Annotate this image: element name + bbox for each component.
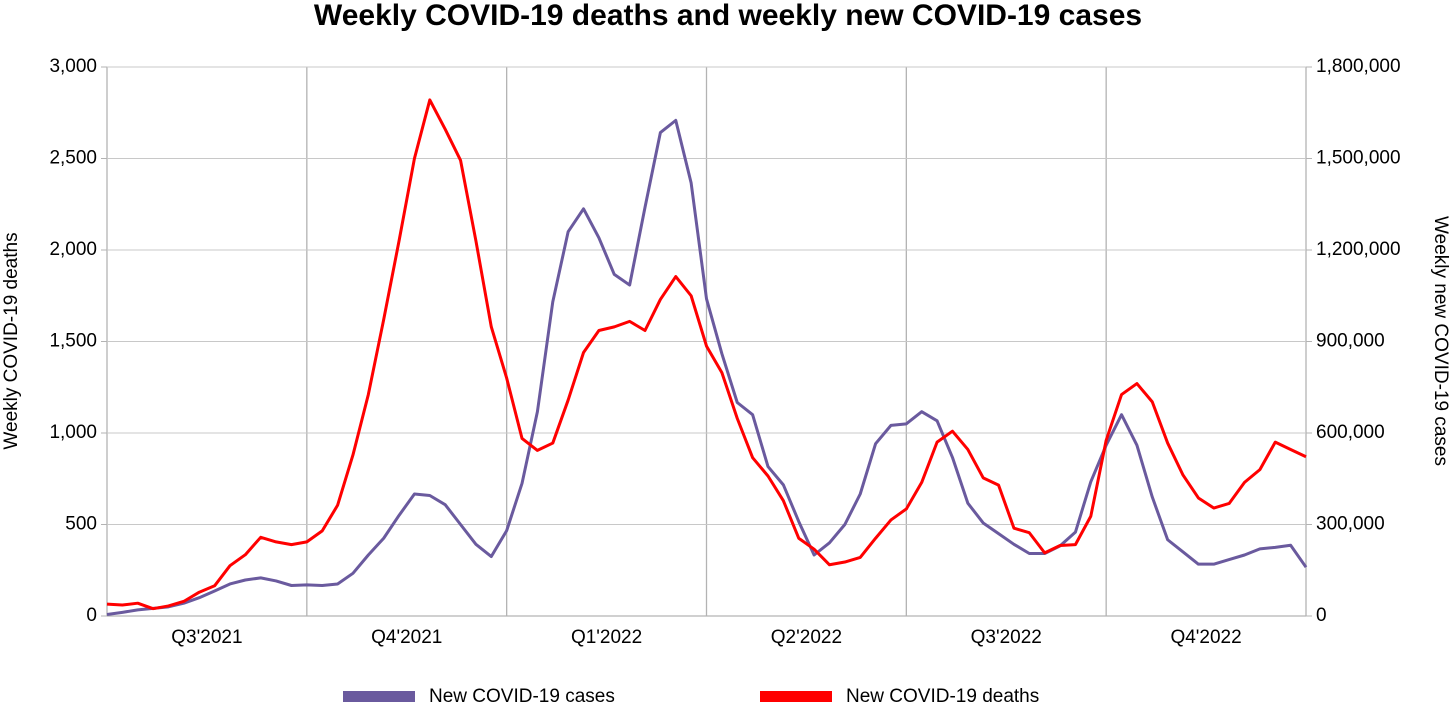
y2-tick-label: 1,800,000 [1316, 56, 1401, 77]
y2-tick-label: 0 [1316, 605, 1327, 626]
y-tick-label: 0 [86, 605, 97, 626]
legend-label: New COVID-19 cases [429, 686, 615, 707]
x-tick-label: Q3'2021 [171, 627, 242, 648]
x-tick-label: Q2'2022 [771, 627, 842, 648]
y2-tick-label: 1,200,000 [1316, 239, 1401, 260]
y2-tick-label: 1,500,000 [1316, 148, 1401, 169]
x-tick-label: Q4'2021 [371, 627, 442, 648]
y2-tick-label: 600,000 [1316, 422, 1385, 443]
x-tick-label: Q3'2022 [971, 627, 1042, 648]
x-tick-label: Q4'2022 [1170, 627, 1241, 648]
legend-swatch [343, 691, 415, 702]
series-line [106, 98, 1307, 611]
y-tick-label: 2,500 [49, 148, 97, 169]
y-tick-label: 500 [65, 514, 97, 535]
y-axis-title: Weekly COVID-19 deaths [1, 232, 22, 449]
y-tick-label: 1,000 [49, 422, 97, 443]
y-tick-label: 3,000 [49, 56, 97, 77]
chart-title: Weekly COVID-19 deaths and weekly new CO… [314, 0, 1142, 32]
y2-tick-label: 300,000 [1316, 514, 1385, 535]
y-tick-label: 2,000 [49, 239, 97, 260]
y2-axis-title: Weekly new COVID-19 cases [1430, 216, 1451, 466]
legend-swatch [760, 691, 832, 702]
legend-label: New COVID-19 deaths [846, 686, 1039, 707]
x-tick-label: Q1'2022 [571, 627, 642, 648]
y-tick-label: 1,500 [49, 331, 97, 352]
y2-tick-label: 900,000 [1316, 331, 1385, 352]
